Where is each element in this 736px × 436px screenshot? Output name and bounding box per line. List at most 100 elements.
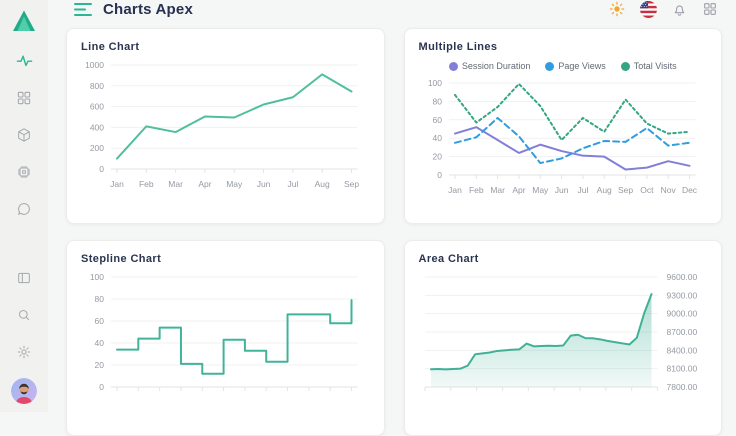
svg-text:60: 60 xyxy=(432,115,442,125)
svg-text:Aug: Aug xyxy=(315,179,330,189)
svg-text:Apr: Apr xyxy=(198,179,211,189)
legend-item[interactable]: Session Duration xyxy=(448,61,531,71)
chart-legend: Session Duration Page Views Total Visits xyxy=(419,59,708,73)
sidebar-item-chat[interactable] xyxy=(7,190,41,227)
charts-grid: Line Chart 0 200 400 600 800 1000 Jan Feb Mar Apr… xyxy=(48,18,736,436)
svg-text:80: 80 xyxy=(95,294,105,304)
svg-text:Jul: Jul xyxy=(577,185,588,195)
svg-text:200: 200 xyxy=(90,143,104,153)
svg-text:9600.00: 9600.00 xyxy=(666,272,697,282)
legend-marker xyxy=(620,61,630,71)
svg-text:Jun: Jun xyxy=(257,179,271,189)
svg-text:Oct: Oct xyxy=(640,185,654,195)
svg-text:600: 600 xyxy=(90,102,104,112)
svg-text:40: 40 xyxy=(432,133,442,143)
svg-text:May: May xyxy=(226,179,243,189)
package-icon xyxy=(18,127,30,142)
svg-text:Aug: Aug xyxy=(596,185,611,195)
svg-text:1000: 1000 xyxy=(85,60,104,70)
svg-text:9300.00: 9300.00 xyxy=(666,290,697,300)
stepline-chart[interactable]: 0 20 40 60 80 100 xyxy=(81,271,370,395)
area-chart[interactable]: 7800.00 8100.00 8400.00 8700.00 9000.00 9300.… xyxy=(419,271,708,395)
svg-text:0: 0 xyxy=(99,164,104,174)
svg-text:8400.00: 8400.00 xyxy=(666,345,697,355)
area-chart-card: Area Chart 7800.00 8100.00 8400.00 8700.00 9… xyxy=(403,240,722,436)
legend-label: Total Visits xyxy=(633,61,677,71)
sidebar-item-package[interactable] xyxy=(7,116,41,153)
svg-text:Feb: Feb xyxy=(139,179,154,189)
us-flag-icon xyxy=(640,0,657,18)
chart-title: Multiple Lines xyxy=(418,41,498,53)
svg-text:400: 400 xyxy=(90,122,104,132)
legend-marker xyxy=(448,61,458,71)
svg-text:Jul: Jul xyxy=(287,179,298,189)
svg-text:8100.00: 8100.00 xyxy=(666,364,697,374)
multiple-lines-card: Multiple Lines Session Duration Page View… xyxy=(403,28,722,224)
apps-menu-button[interactable] xyxy=(702,1,718,17)
svg-text:800: 800 xyxy=(90,81,104,91)
main-area: Charts Apex xyxy=(48,0,736,436)
svg-text:8700.00: 8700.00 xyxy=(666,327,697,337)
svg-text:Nov: Nov xyxy=(660,185,676,195)
sidebar-item-charts[interactable] xyxy=(7,42,41,79)
sidebar-item-components[interactable] xyxy=(7,153,41,190)
svg-text:0: 0 xyxy=(437,170,442,180)
chart-title: Line Chart xyxy=(81,41,140,53)
svg-text:Dec: Dec xyxy=(681,185,697,195)
top-header: Charts Apex xyxy=(48,0,736,18)
legend-item[interactable]: Page Views xyxy=(545,61,606,71)
sidebar-item-settings[interactable] xyxy=(7,333,41,370)
settings-icon xyxy=(17,345,31,358)
activity-icon xyxy=(16,55,32,67)
svg-text:100: 100 xyxy=(90,272,104,282)
sidebar-item-widgets[interactable] xyxy=(7,79,41,116)
legend-marker xyxy=(545,61,555,71)
svg-text:7800.00: 7800.00 xyxy=(666,382,697,392)
svg-text:Sep: Sep xyxy=(617,185,632,195)
search-icon xyxy=(18,309,30,320)
legend-label: Page Views xyxy=(558,61,606,71)
page-title: Charts Apex xyxy=(103,0,194,18)
svg-text:9000.00: 9000.00 xyxy=(666,309,697,319)
svg-text:60: 60 xyxy=(95,316,105,326)
svg-text:Jun: Jun xyxy=(554,185,568,195)
svg-text:Mar: Mar xyxy=(490,185,505,195)
chip-icon xyxy=(18,165,30,178)
user-avatar[interactable] xyxy=(11,378,37,404)
svg-text:80: 80 xyxy=(432,96,442,106)
chart-title: Area Chart xyxy=(418,253,479,265)
app-logo[interactable] xyxy=(7,6,41,36)
svg-text:40: 40 xyxy=(95,338,105,348)
bell-icon xyxy=(674,4,685,16)
theme-toggle-button[interactable] xyxy=(608,0,626,18)
svg-text:Sep: Sep xyxy=(344,179,359,189)
chat-icon xyxy=(18,202,30,215)
multiple-lines-chart[interactable]: 0 20 40 60 80 100 Jan Feb Mar Apr May Jun Jul Aug Sep O… xyxy=(419,77,708,199)
svg-text:Mar: Mar xyxy=(168,179,183,189)
widgets-icon xyxy=(17,91,31,104)
language-selector-button[interactable] xyxy=(640,0,657,18)
logo-triangle-icon xyxy=(13,10,35,31)
notifications-button[interactable] xyxy=(671,1,688,18)
svg-text:Jan: Jan xyxy=(448,185,462,195)
sidebar xyxy=(0,0,48,412)
legend-label: Session Duration xyxy=(461,61,531,71)
svg-text:20: 20 xyxy=(95,360,105,370)
chart-title: Stepline Chart xyxy=(81,253,162,265)
stepline-chart-card: Stepline Chart 0 20 40 60 80 100 xyxy=(66,240,385,436)
svg-text:Feb: Feb xyxy=(468,185,483,195)
svg-text:May: May xyxy=(532,185,549,195)
svg-text:Apr: Apr xyxy=(512,185,525,195)
svg-text:100: 100 xyxy=(427,78,441,88)
sidebar-item-search[interactable] xyxy=(7,296,41,333)
avatar-image xyxy=(11,378,37,404)
hamburger-icon xyxy=(74,2,92,16)
sun-icon xyxy=(609,1,625,17)
sidebar-item-docs[interactable] xyxy=(7,259,41,296)
line-chart[interactable]: 0 200 400 600 800 1000 Jan Feb Mar Apr May Jun Jul Au… xyxy=(81,59,370,193)
svg-text:Jan: Jan xyxy=(110,179,124,189)
svg-text:20: 20 xyxy=(432,152,442,162)
docs-panel-icon xyxy=(18,272,30,283)
menu-toggle-button[interactable] xyxy=(74,2,92,17)
legend-item[interactable]: Total Visits xyxy=(620,61,677,71)
